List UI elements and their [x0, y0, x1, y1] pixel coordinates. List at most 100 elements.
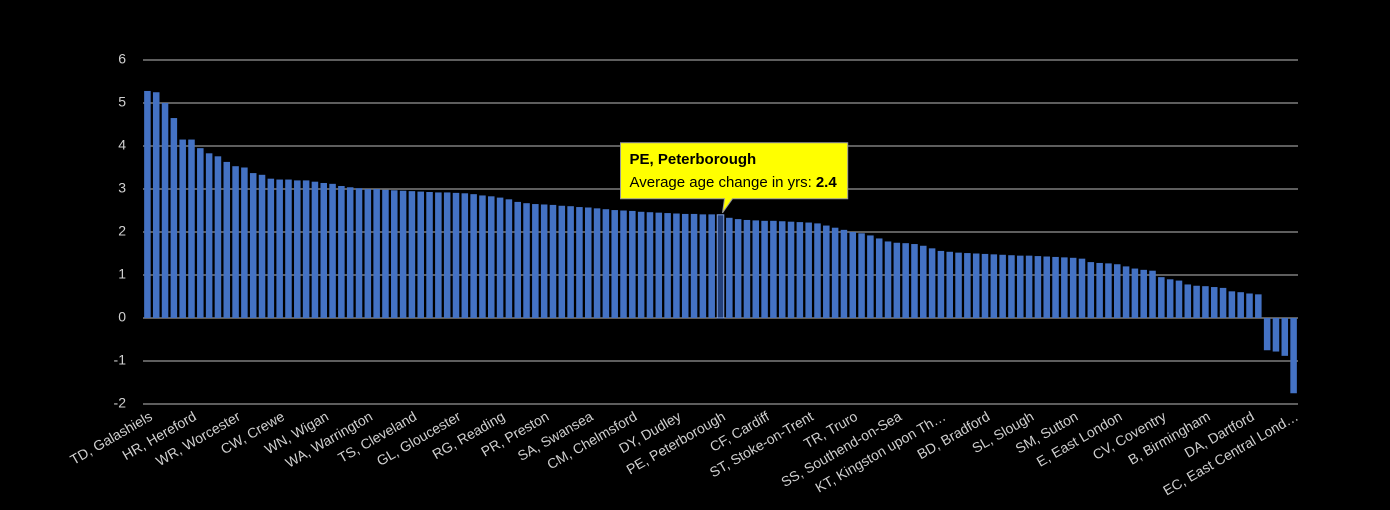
bar	[699, 214, 707, 318]
bar	[602, 209, 610, 318]
bar	[1193, 285, 1200, 318]
bar	[1281, 318, 1289, 356]
bar	[1034, 256, 1042, 318]
y-tick-label: -1	[114, 352, 127, 368]
bar	[214, 156, 222, 318]
bar	[875, 238, 883, 318]
bar	[787, 221, 795, 318]
bar	[1290, 318, 1297, 394]
bar	[584, 207, 592, 318]
bar	[205, 153, 213, 318]
bar	[461, 193, 469, 318]
y-tick-label: 6	[118, 51, 126, 67]
bar	[549, 204, 557, 318]
bar	[1219, 287, 1227, 318]
bar	[197, 148, 204, 318]
bar	[761, 220, 768, 318]
bar	[479, 195, 486, 318]
bar	[514, 201, 521, 318]
bar	[823, 225, 830, 318]
bar	[681, 213, 689, 318]
bar	[920, 245, 927, 318]
bar	[1237, 292, 1244, 318]
bar	[1263, 318, 1271, 351]
bar	[981, 253, 989, 318]
bar	[258, 174, 266, 318]
bar	[902, 243, 909, 318]
bar	[884, 241, 892, 318]
bar	[1175, 280, 1183, 318]
bar	[1069, 257, 1077, 318]
bar	[1202, 286, 1209, 318]
bar	[241, 167, 248, 318]
bar	[1149, 270, 1156, 318]
y-tick-label: -2	[114, 395, 127, 411]
bar	[1122, 266, 1130, 318]
bar	[382, 189, 389, 318]
bar	[523, 203, 530, 318]
bar	[276, 179, 283, 318]
bar	[655, 212, 663, 318]
bar	[532, 204, 539, 318]
bar	[1113, 264, 1121, 318]
bar	[814, 223, 821, 318]
bar	[161, 103, 169, 318]
bar	[152, 92, 160, 318]
bar	[488, 196, 495, 318]
bar	[505, 199, 513, 318]
bar	[646, 212, 654, 318]
bar	[1166, 279, 1174, 318]
bar	[690, 213, 698, 318]
bar	[1087, 262, 1095, 318]
bar	[1043, 256, 1050, 318]
bar	[629, 210, 636, 318]
bar	[770, 220, 777, 318]
bar	[1017, 255, 1024, 318]
bar	[734, 219, 742, 318]
bar	[990, 254, 998, 318]
bar	[329, 183, 336, 318]
bar	[928, 248, 936, 318]
bar	[426, 192, 433, 318]
bar	[320, 182, 328, 318]
bar	[435, 192, 442, 318]
bar	[399, 190, 407, 318]
bar	[726, 217, 733, 318]
bar	[752, 220, 760, 318]
bar	[144, 90, 151, 319]
bar	[716, 214, 725, 319]
bar	[1078, 258, 1086, 318]
bar	[576, 207, 583, 318]
bar	[673, 213, 680, 318]
bar	[778, 221, 786, 318]
bar	[620, 210, 627, 318]
bar	[443, 192, 451, 318]
bar	[391, 190, 398, 318]
bar	[1131, 268, 1139, 318]
tooltip-value: 2.4	[816, 174, 838, 191]
bar	[972, 253, 980, 318]
tooltip-title: PE, Peterborough	[630, 151, 757, 168]
bar	[364, 189, 372, 318]
bar	[893, 242, 901, 318]
bar	[558, 205, 566, 318]
y-tick-label: 5	[118, 94, 126, 110]
bar	[1158, 277, 1165, 318]
y-tick-label: 4	[118, 137, 126, 153]
tooltip-box	[620, 142, 849, 214]
bar	[1228, 291, 1236, 318]
bar	[408, 191, 416, 318]
bar	[302, 180, 310, 318]
bar	[1096, 262, 1103, 318]
bar	[1105, 263, 1112, 318]
bar	[593, 208, 601, 318]
y-tick-label: 2	[118, 223, 126, 239]
bar	[1272, 318, 1280, 352]
bar	[496, 197, 504, 318]
bar	[911, 244, 918, 318]
bar	[188, 139, 195, 318]
bar	[1184, 284, 1192, 318]
bar	[999, 254, 1006, 318]
bar	[964, 253, 971, 318]
